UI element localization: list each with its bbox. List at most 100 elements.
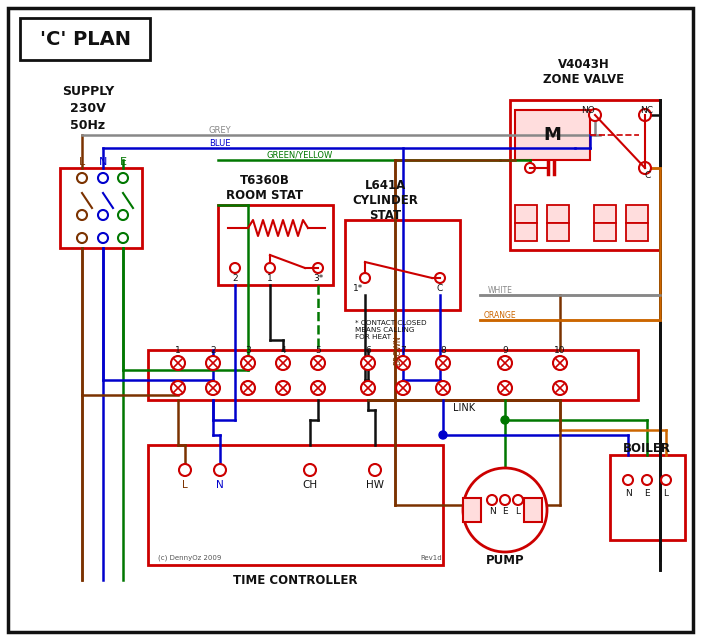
Circle shape	[500, 495, 510, 505]
Text: NC: NC	[640, 106, 654, 115]
Circle shape	[179, 464, 191, 476]
Text: NO: NO	[581, 106, 595, 115]
Circle shape	[525, 163, 535, 173]
Circle shape	[498, 381, 512, 395]
Circle shape	[230, 263, 240, 273]
Text: TIME CONTROLLER: TIME CONTROLLER	[233, 574, 357, 587]
Text: N: N	[625, 488, 631, 497]
Bar	[610, 455, 685, 540]
Circle shape	[361, 381, 375, 395]
Text: 9: 9	[502, 346, 508, 355]
Text: * CONTACT CLOSED
MEANS CALLING
FOR HEAT: * CONTACT CLOSED MEANS CALLING FOR HEAT	[355, 320, 427, 340]
Bar	[524, 498, 542, 522]
Text: 'C' PLAN: 'C' PLAN	[39, 29, 131, 49]
Text: LINK: LINK	[453, 403, 475, 413]
Circle shape	[171, 356, 185, 370]
Circle shape	[501, 416, 509, 424]
Text: GREEN/YELLOW: GREEN/YELLOW	[267, 151, 333, 160]
Circle shape	[276, 356, 290, 370]
Circle shape	[77, 173, 87, 183]
Circle shape	[642, 475, 652, 485]
Bar	[345, 220, 460, 310]
Text: BOILER: BOILER	[623, 442, 671, 454]
Text: L641A
CYLINDER
STAT: L641A CYLINDER STAT	[352, 178, 418, 222]
Circle shape	[553, 356, 567, 370]
Circle shape	[313, 263, 323, 273]
Text: C: C	[645, 171, 651, 179]
Circle shape	[118, 210, 128, 220]
Circle shape	[436, 381, 450, 395]
Bar	[515, 223, 537, 241]
Circle shape	[396, 356, 410, 370]
Circle shape	[553, 381, 567, 395]
Text: 4: 4	[280, 346, 286, 355]
Bar	[510, 100, 660, 250]
Text: (c) DennyOz 2009: (c) DennyOz 2009	[158, 554, 221, 562]
Bar	[463, 498, 481, 522]
Circle shape	[639, 162, 651, 174]
Circle shape	[311, 381, 325, 395]
Text: 3*: 3*	[313, 274, 323, 283]
Circle shape	[623, 475, 633, 485]
Circle shape	[311, 356, 325, 370]
Circle shape	[98, 210, 108, 220]
Text: 5: 5	[315, 346, 321, 355]
Text: ORANGE: ORANGE	[484, 310, 516, 319]
Text: 8: 8	[440, 346, 446, 355]
Text: N: N	[216, 480, 224, 490]
Circle shape	[589, 109, 601, 121]
Circle shape	[439, 431, 447, 439]
Text: PUMP: PUMP	[486, 553, 524, 567]
Text: BLUE: BLUE	[209, 138, 231, 147]
Text: 2: 2	[210, 346, 216, 355]
Bar	[594, 205, 616, 223]
Circle shape	[369, 464, 381, 476]
Circle shape	[639, 109, 651, 121]
Circle shape	[436, 356, 450, 370]
Circle shape	[98, 173, 108, 183]
Bar	[626, 205, 648, 223]
Text: L: L	[182, 480, 188, 490]
Circle shape	[265, 263, 275, 273]
Bar	[547, 223, 569, 241]
Circle shape	[214, 464, 226, 476]
Circle shape	[361, 356, 375, 370]
Text: WHITE: WHITE	[488, 285, 512, 294]
Circle shape	[77, 233, 87, 243]
Text: E: E	[644, 488, 650, 497]
Bar	[148, 445, 443, 565]
Text: E: E	[502, 508, 508, 517]
Bar	[515, 205, 537, 223]
Circle shape	[498, 356, 512, 370]
Bar	[547, 205, 569, 223]
Text: CH: CH	[303, 480, 317, 490]
Text: L: L	[515, 508, 520, 517]
Bar	[515, 110, 590, 160]
Text: M: M	[543, 126, 561, 144]
Bar	[626, 223, 648, 241]
Circle shape	[98, 233, 108, 243]
Text: 6: 6	[365, 346, 371, 355]
Text: T6360B
ROOM STAT: T6360B ROOM STAT	[227, 174, 303, 202]
Text: L: L	[79, 157, 85, 167]
Bar	[594, 223, 616, 241]
Text: N: N	[99, 157, 107, 167]
Circle shape	[241, 356, 255, 370]
Bar	[60, 168, 142, 248]
Circle shape	[661, 475, 671, 485]
Text: E: E	[119, 157, 126, 167]
Circle shape	[276, 381, 290, 395]
Circle shape	[171, 381, 185, 395]
Circle shape	[206, 381, 220, 395]
Text: 10: 10	[555, 346, 566, 355]
Circle shape	[360, 273, 370, 283]
Text: SUPPLY
230V
50Hz: SUPPLY 230V 50Hz	[62, 85, 114, 131]
Circle shape	[513, 495, 523, 505]
Bar	[20, 18, 150, 60]
Text: BROWN: BROWN	[394, 335, 402, 365]
Circle shape	[118, 173, 128, 183]
Bar	[218, 205, 333, 285]
Circle shape	[463, 468, 547, 552]
Text: V4043H
ZONE VALVE: V4043H ZONE VALVE	[543, 58, 625, 86]
Text: 7: 7	[400, 346, 406, 355]
